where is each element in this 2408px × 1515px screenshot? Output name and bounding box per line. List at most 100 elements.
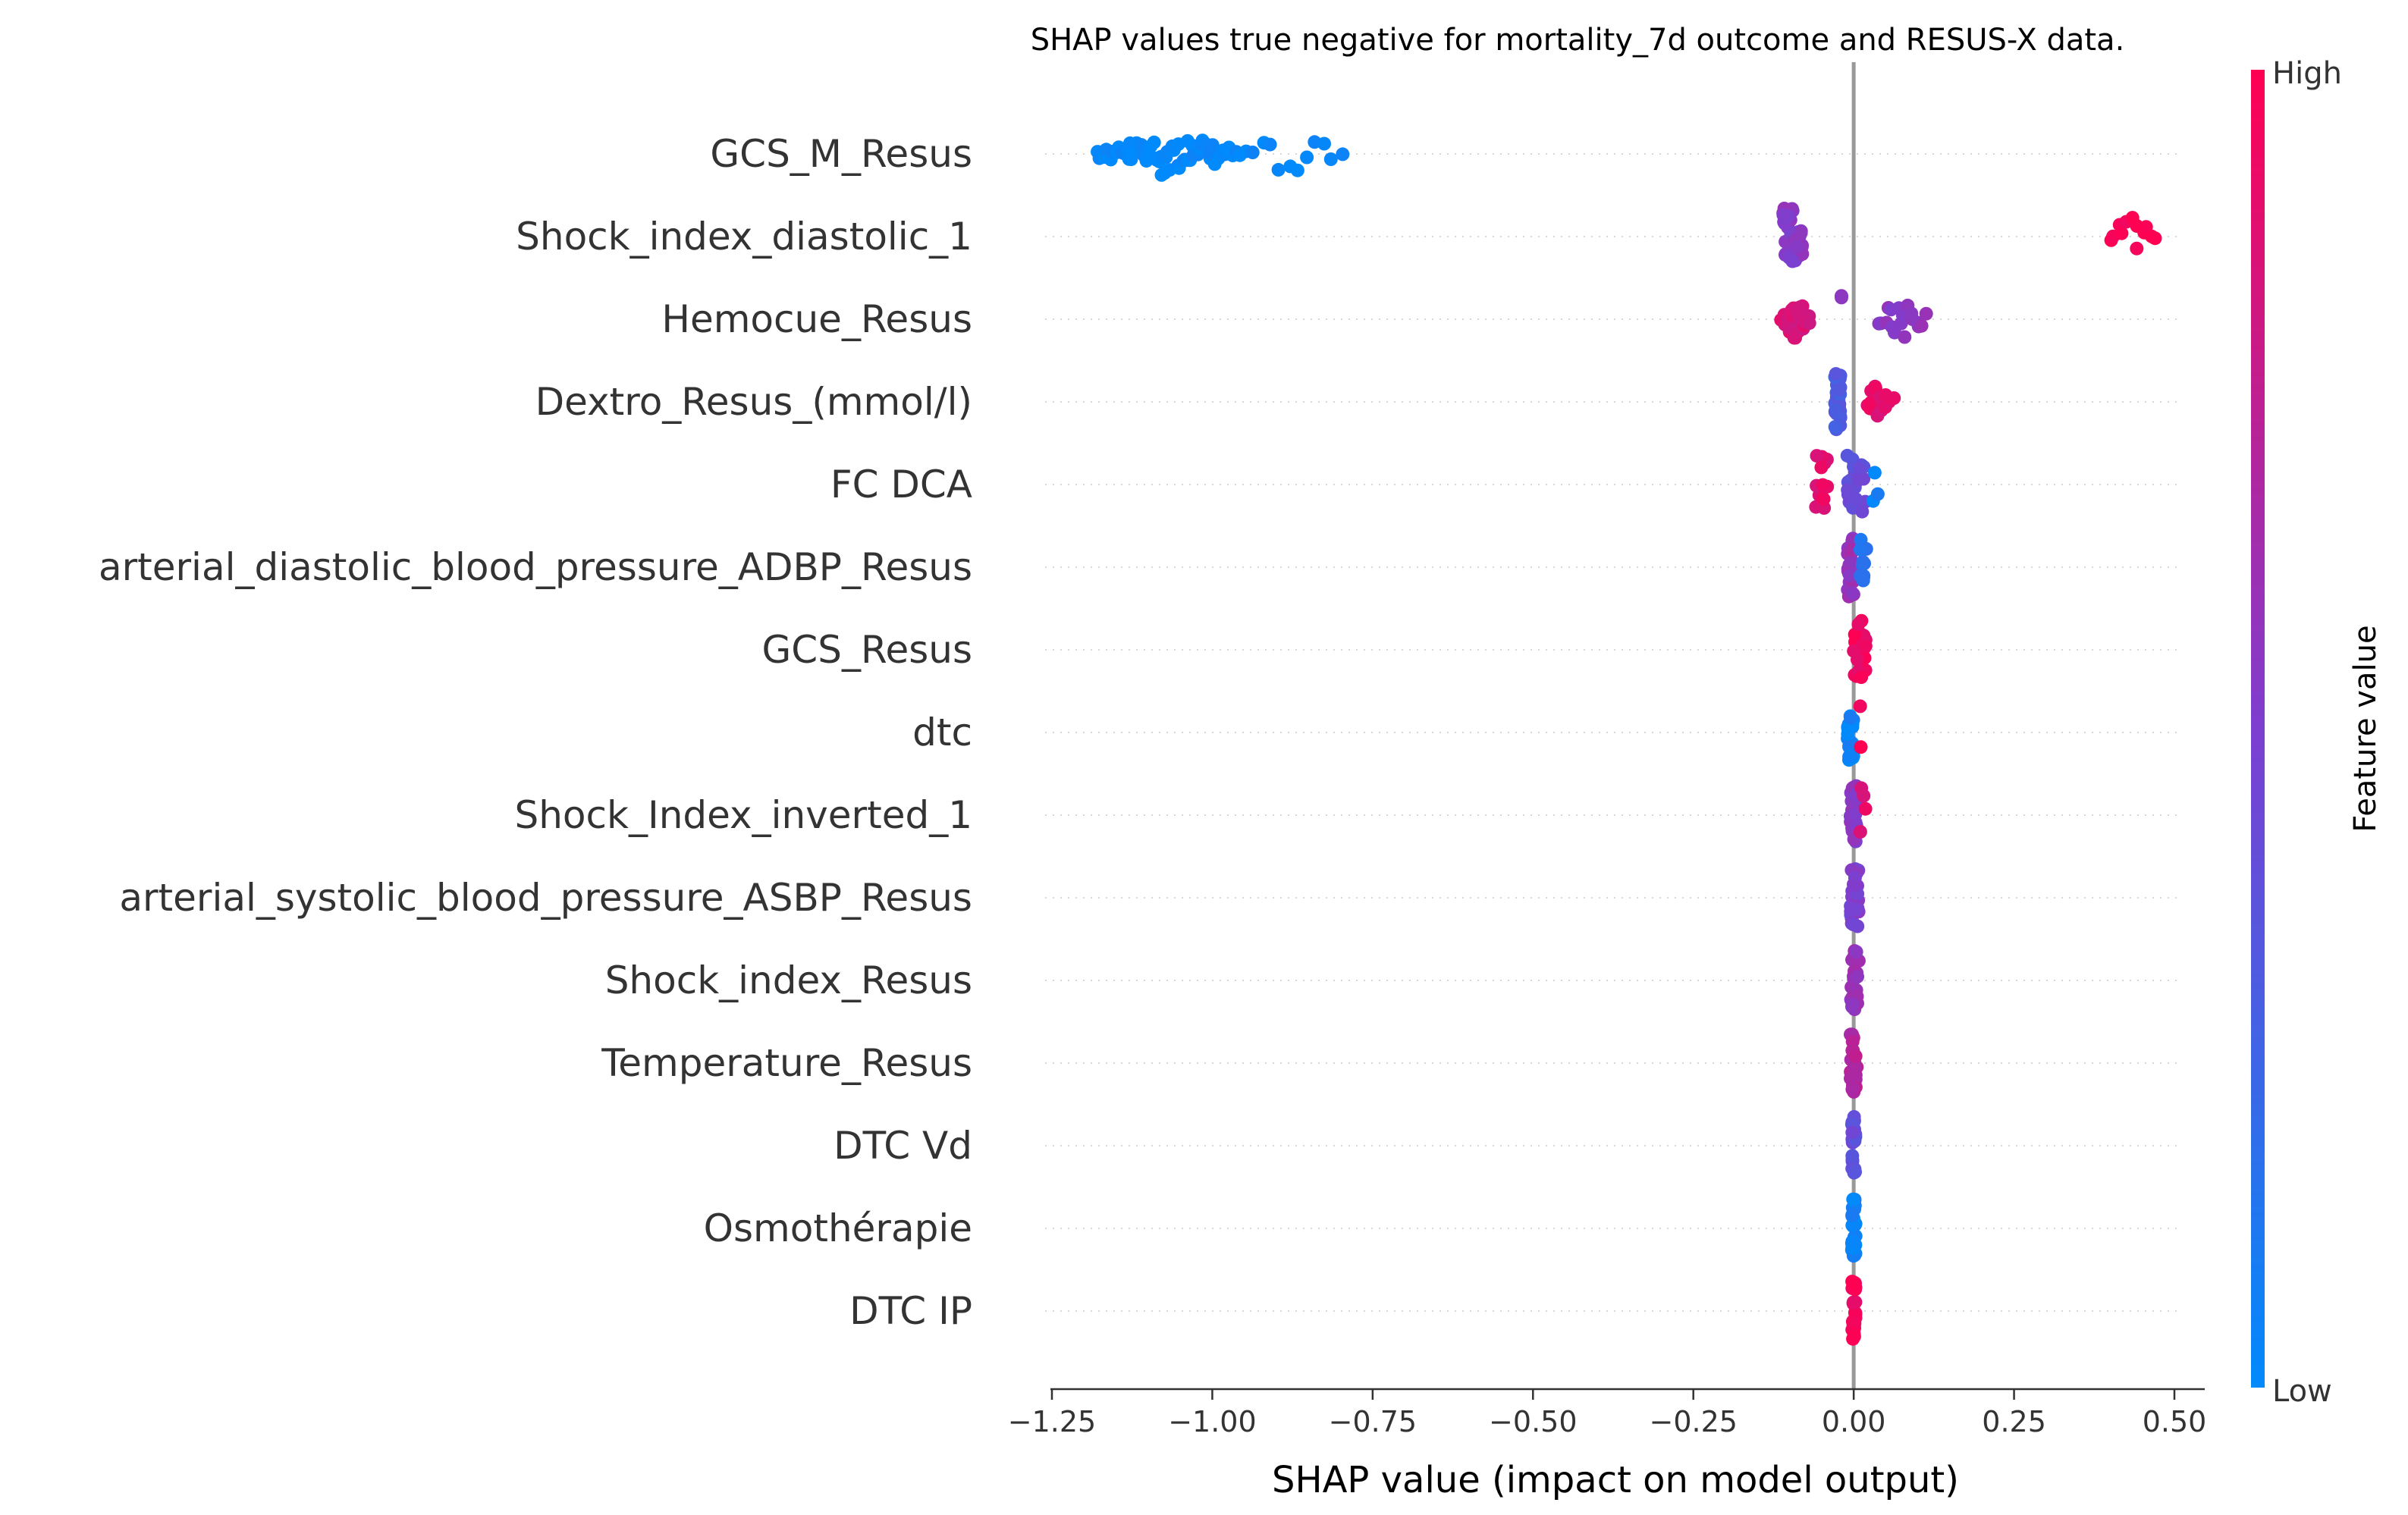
x-tick-label: −1.25 [1008, 1405, 1096, 1438]
x-axis: −1.25 −1.00 −0.75 −0.50 −0.25 0.00 0.25 0.50 [1008, 1388, 2207, 1438]
shap-point [2114, 226, 2129, 240]
shap-point [1857, 557, 1871, 571]
shap-point [1854, 670, 1869, 685]
shap-point [1846, 1192, 1860, 1206]
feature-row-points [1841, 532, 1873, 604]
x-tick-label: 0.50 [2143, 1405, 2207, 1438]
shap-point [1851, 970, 1864, 983]
shap-point [1854, 542, 1867, 557]
x-tick-label: −0.25 [1649, 1405, 1737, 1438]
feature-label: Shock_Index_inverted_1 [514, 793, 972, 837]
shap-point [1847, 1234, 1861, 1249]
shap-point [1847, 1296, 1861, 1310]
x-tick-label: 0.00 [1822, 1405, 1886, 1438]
feature-label: arterial_systolic_blood_pressure_ASBP_Re… [119, 876, 972, 920]
shap-point [2130, 241, 2144, 256]
feature-label: arterial_diastolic_blood_pressure_ADBP_R… [99, 545, 972, 589]
shap-point [1841, 727, 1855, 742]
shap-point [1842, 749, 1857, 764]
chart-title: SHAP values true negative for mortality_… [1031, 23, 2125, 58]
colorbar: High Low Feature value [2251, 56, 2383, 1409]
shap-point [1845, 1034, 1860, 1049]
feature-row-points [1091, 133, 1350, 182]
shap-point [1849, 945, 1863, 959]
feature-row-points [1845, 1275, 1863, 1346]
shap-point [1802, 316, 1816, 331]
shap-point [1853, 699, 1867, 714]
feature-row-points [1776, 202, 2162, 268]
colorbar-low-label: Low [2272, 1374, 2332, 1409]
shap-point [1814, 460, 1829, 475]
feature-row-points [1847, 613, 1873, 685]
shap-point [1323, 152, 1338, 166]
feature-label: FC DCA [830, 463, 972, 507]
feature-row-points [1843, 779, 1873, 848]
shap-point [1851, 653, 1864, 667]
shap-point [1290, 163, 1304, 177]
shap-point [1887, 391, 1901, 405]
shap-point [1855, 504, 1870, 519]
shap-point [1845, 997, 1860, 1012]
feature-label: Osmothérapie [704, 1206, 972, 1250]
shap-point [1263, 137, 1277, 152]
shap-point [1845, 1314, 1860, 1328]
shap-point [1829, 403, 1843, 417]
shap-point [1271, 162, 1286, 177]
feature-label: Shock_index_diastolic_1 [516, 215, 972, 259]
shap-points [1091, 133, 2162, 1346]
feature-row-points [1809, 448, 1885, 519]
shap-point [1776, 208, 1791, 222]
feature-row-points [1844, 1192, 1863, 1263]
shap-point [1851, 472, 1866, 487]
feature-row-points [1844, 1027, 1864, 1099]
shap-point [1870, 487, 1885, 501]
shap-point [1845, 1125, 1860, 1140]
feature-label: dtc [912, 710, 972, 754]
feature-label: GCS_M_Resus [710, 132, 972, 176]
shap-point [1844, 710, 1858, 725]
colorbar-title: Feature value [2348, 625, 2383, 832]
shap-point [1857, 789, 1871, 803]
shap-point [1853, 461, 1866, 475]
shap-point [1300, 150, 1314, 165]
feature-row-points [1828, 367, 1901, 437]
shap-point [1832, 383, 1847, 397]
shap-point [1844, 1071, 1857, 1086]
shap-point [1336, 147, 1350, 162]
shap-point [1845, 586, 1860, 601]
shap-point [1845, 1149, 1860, 1163]
x-axis-label: SHAP value (impact on model output) [1272, 1459, 1959, 1501]
shap-point [1846, 1277, 1860, 1291]
shap-point [1853, 825, 1867, 839]
x-tick-label: 0.25 [1982, 1405, 2046, 1438]
shap-point [1147, 135, 1161, 149]
shap-point [1847, 1327, 1861, 1341]
feature-labels: GCS_M_Resus Shock_index_diastolic_1 Hemocu… [99, 132, 972, 1333]
x-tick-label: −1.00 [1168, 1405, 1256, 1438]
shap-point [1845, 1208, 1860, 1222]
colorbar-high-label: High [2272, 56, 2342, 91]
feature-label: Hemocue_Resus [661, 297, 972, 341]
shap-point [1854, 740, 1868, 754]
shap-point [1851, 617, 1866, 632]
shap-point [1829, 367, 1843, 381]
feature-row-points [1774, 289, 1933, 345]
shap-point [1848, 1049, 1863, 1063]
shap-point [1245, 146, 1260, 159]
feature-label: Dextro_Resus_(mmol/l) [535, 380, 972, 424]
feature-row-points [1844, 862, 1866, 933]
row-gridlines [1045, 153, 2178, 1312]
shap-point [1845, 1219, 1860, 1232]
colorbar-gradient [2251, 70, 2265, 1388]
shap-point [1848, 627, 1862, 641]
shap-point [1854, 569, 1868, 583]
shap-point [1828, 420, 1842, 434]
feature-row-points [1844, 944, 1866, 1017]
feature-label: DTC IP [849, 1289, 972, 1333]
feature-label: GCS_Resus [762, 628, 972, 672]
shap-point [1858, 801, 1873, 816]
shap-point [1816, 478, 1830, 492]
shap-point [1858, 639, 1873, 654]
feature-label: DTC Vd [834, 1124, 972, 1168]
